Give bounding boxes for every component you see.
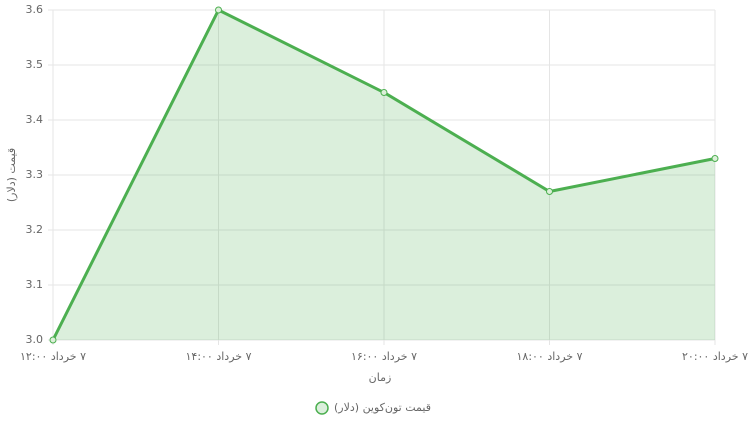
x-tick-label: ۷ خرداد ۱۴:۰۰ bbox=[186, 350, 252, 363]
point bbox=[546, 188, 553, 195]
x-tick-label: ۷ خرداد ۱۲:۰۰ bbox=[20, 350, 86, 363]
point bbox=[711, 155, 719, 162]
legend-label: قیمت تون‌کوین (دلار) bbox=[334, 401, 431, 414]
y-tick-label: 3.6 bbox=[26, 3, 44, 16]
y-axis-label: قیمت (دلار) bbox=[5, 148, 18, 202]
area bbox=[53, 10, 715, 340]
point bbox=[380, 89, 388, 96]
point bbox=[49, 336, 57, 344]
point bbox=[215, 6, 222, 14]
y-tick-label: 3.0 bbox=[26, 333, 44, 346]
x-axis-label: زمان bbox=[369, 371, 392, 384]
x-tick-label: ۷ خرداد ۱۶:۰۰ bbox=[351, 350, 417, 363]
y-tick-label: 3.2 bbox=[26, 223, 44, 236]
y-tick-label: 3.4 bbox=[26, 113, 44, 126]
x-tick-label: ۷ خرداد ۱۸:۰۰ bbox=[517, 350, 583, 363]
y-tick-label: 3.1 bbox=[26, 278, 44, 291]
y-tick-label: 3.5 bbox=[26, 58, 44, 71]
y-tick-label: 3.3 bbox=[26, 168, 44, 181]
legend-swatch bbox=[315, 401, 329, 415]
x-tick-label: ۷ خرداد ۲۰:۰۰ bbox=[682, 350, 748, 363]
